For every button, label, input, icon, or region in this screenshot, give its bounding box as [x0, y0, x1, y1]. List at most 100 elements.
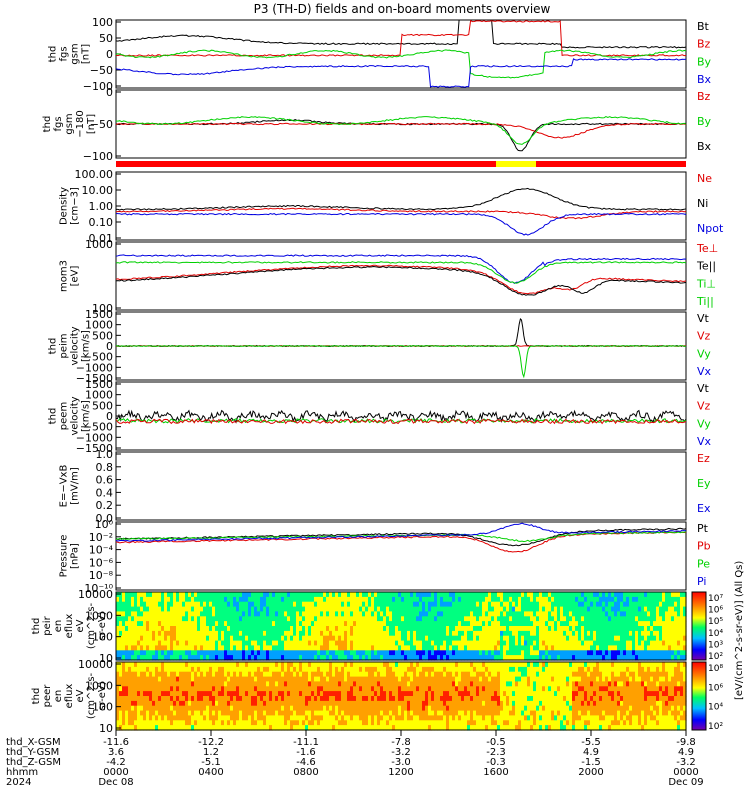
- heatmap-cell: [383, 691, 387, 697]
- heatmap-cell: [305, 621, 309, 627]
- heatmap-cell: [191, 691, 195, 697]
- heatmap-cell: [266, 671, 270, 678]
- y-tick-label: −50: [90, 64, 113, 77]
- heatmap-cell: [476, 700, 480, 707]
- y-axis-label: Density: [59, 187, 70, 225]
- heatmap-cell: [191, 710, 195, 717]
- heatmap-cell: [485, 626, 489, 632]
- heatmap-cell: [167, 655, 171, 661]
- heatmap-cell: [362, 592, 366, 598]
- heatmap-cell: [458, 621, 462, 627]
- heatmap-cell: [386, 635, 390, 642]
- heatmap-cell: [560, 710, 564, 717]
- heatmap-cell: [476, 645, 480, 651]
- heatmap-cell: [419, 606, 423, 613]
- heatmap-cell: [215, 616, 219, 622]
- heatmap-cell: [242, 630, 246, 637]
- heatmap-cell: [287, 616, 291, 622]
- heatmap-cell: [641, 655, 645, 661]
- heatmap-cell: [326, 720, 330, 726]
- heatmap-cell: [347, 592, 351, 598]
- heatmap-cell: [227, 681, 231, 687]
- heatmap-cell: [491, 616, 495, 622]
- heatmap-cell: [185, 662, 189, 668]
- heatmap-cell: [125, 720, 129, 726]
- heatmap-cell: [461, 606, 465, 613]
- heatmap-cell: [200, 686, 204, 692]
- heatmap-cell: [128, 662, 132, 668]
- heatmap-cell: [341, 645, 345, 651]
- heatmap-cell: [494, 601, 498, 608]
- heatmap-cell: [560, 596, 564, 603]
- heatmap-cell: [521, 686, 525, 692]
- heatmap-cell: [527, 650, 531, 656]
- heatmap-cell: [356, 671, 360, 678]
- heatmap-cell: [374, 715, 378, 721]
- heatmap-cell: [230, 725, 234, 731]
- heatmap-cell: [197, 650, 201, 656]
- heatmap-cell: [131, 676, 135, 683]
- heatmap-cell: [491, 601, 495, 608]
- legend-Ez: Ez: [697, 452, 710, 465]
- heatmap-cell: [467, 630, 471, 637]
- heatmap-cell: [128, 645, 132, 651]
- heatmap-cell: [179, 720, 183, 726]
- heatmap-cell: [251, 696, 255, 702]
- heatmap-cell: [155, 671, 159, 678]
- heatmap-cell: [125, 626, 129, 632]
- heatmap-cell: [362, 606, 366, 613]
- heatmap-cell: [419, 715, 423, 721]
- heatmap-cell: [200, 596, 204, 603]
- heatmap-cell: [548, 662, 552, 668]
- heatmap-cell: [224, 666, 228, 673]
- heatmap-cell: [278, 666, 282, 673]
- heatmap-cell: [356, 696, 360, 702]
- heatmap-cell: [407, 705, 411, 712]
- heatmap-cell: [152, 671, 156, 678]
- heatmap-cell: [365, 696, 369, 702]
- heatmap-cell: [269, 671, 273, 678]
- heatmap-cell: [578, 671, 582, 678]
- heatmap-cell: [206, 596, 210, 603]
- heatmap-cell: [671, 616, 675, 622]
- heatmap-cell: [539, 691, 543, 697]
- heatmap-cell: [245, 691, 249, 697]
- heatmap-cell: [242, 676, 246, 683]
- heatmap-cell: [161, 700, 165, 707]
- heatmap-cell: [272, 681, 276, 687]
- heatmap-cell: [140, 700, 144, 707]
- heatmap-cell: [179, 601, 183, 608]
- heatmap-cell: [413, 696, 417, 702]
- heatmap-cell: [419, 645, 423, 651]
- heatmap-cell: [563, 710, 567, 717]
- heatmap-cell: [242, 596, 246, 603]
- heatmap-cell: [665, 616, 669, 622]
- y-tick-label: −50: [90, 118, 113, 131]
- heatmap-cell: [281, 720, 285, 726]
- heatmap-cell: [242, 650, 246, 656]
- heatmap-cell: [455, 621, 459, 627]
- heatmap-cell: [560, 640, 564, 647]
- heatmap-cell: [353, 681, 357, 687]
- heatmap-cell: [572, 681, 576, 687]
- heatmap-cell: [452, 621, 456, 627]
- heatmap-cell: [467, 710, 471, 717]
- heatmap-cell: [281, 676, 285, 683]
- heatmap-cell: [662, 592, 666, 598]
- heatmap-cell: [470, 705, 474, 712]
- heatmap-cell: [401, 715, 405, 721]
- heatmap-cell: [626, 626, 630, 632]
- heatmap-cell: [233, 710, 237, 717]
- heatmap-cell: [167, 635, 171, 642]
- heatmap-cell: [161, 606, 165, 613]
- heatmap-cell: [650, 630, 654, 637]
- heatmap-cell: [482, 671, 486, 678]
- heatmap-cell: [119, 601, 123, 608]
- heatmap-cell: [392, 725, 396, 731]
- heatmap-cell: [347, 626, 351, 632]
- heatmap-cell: [599, 621, 603, 627]
- heatmap-cell: [137, 696, 141, 702]
- heatmap-cell: [512, 715, 516, 721]
- heatmap-cell: [506, 655, 510, 661]
